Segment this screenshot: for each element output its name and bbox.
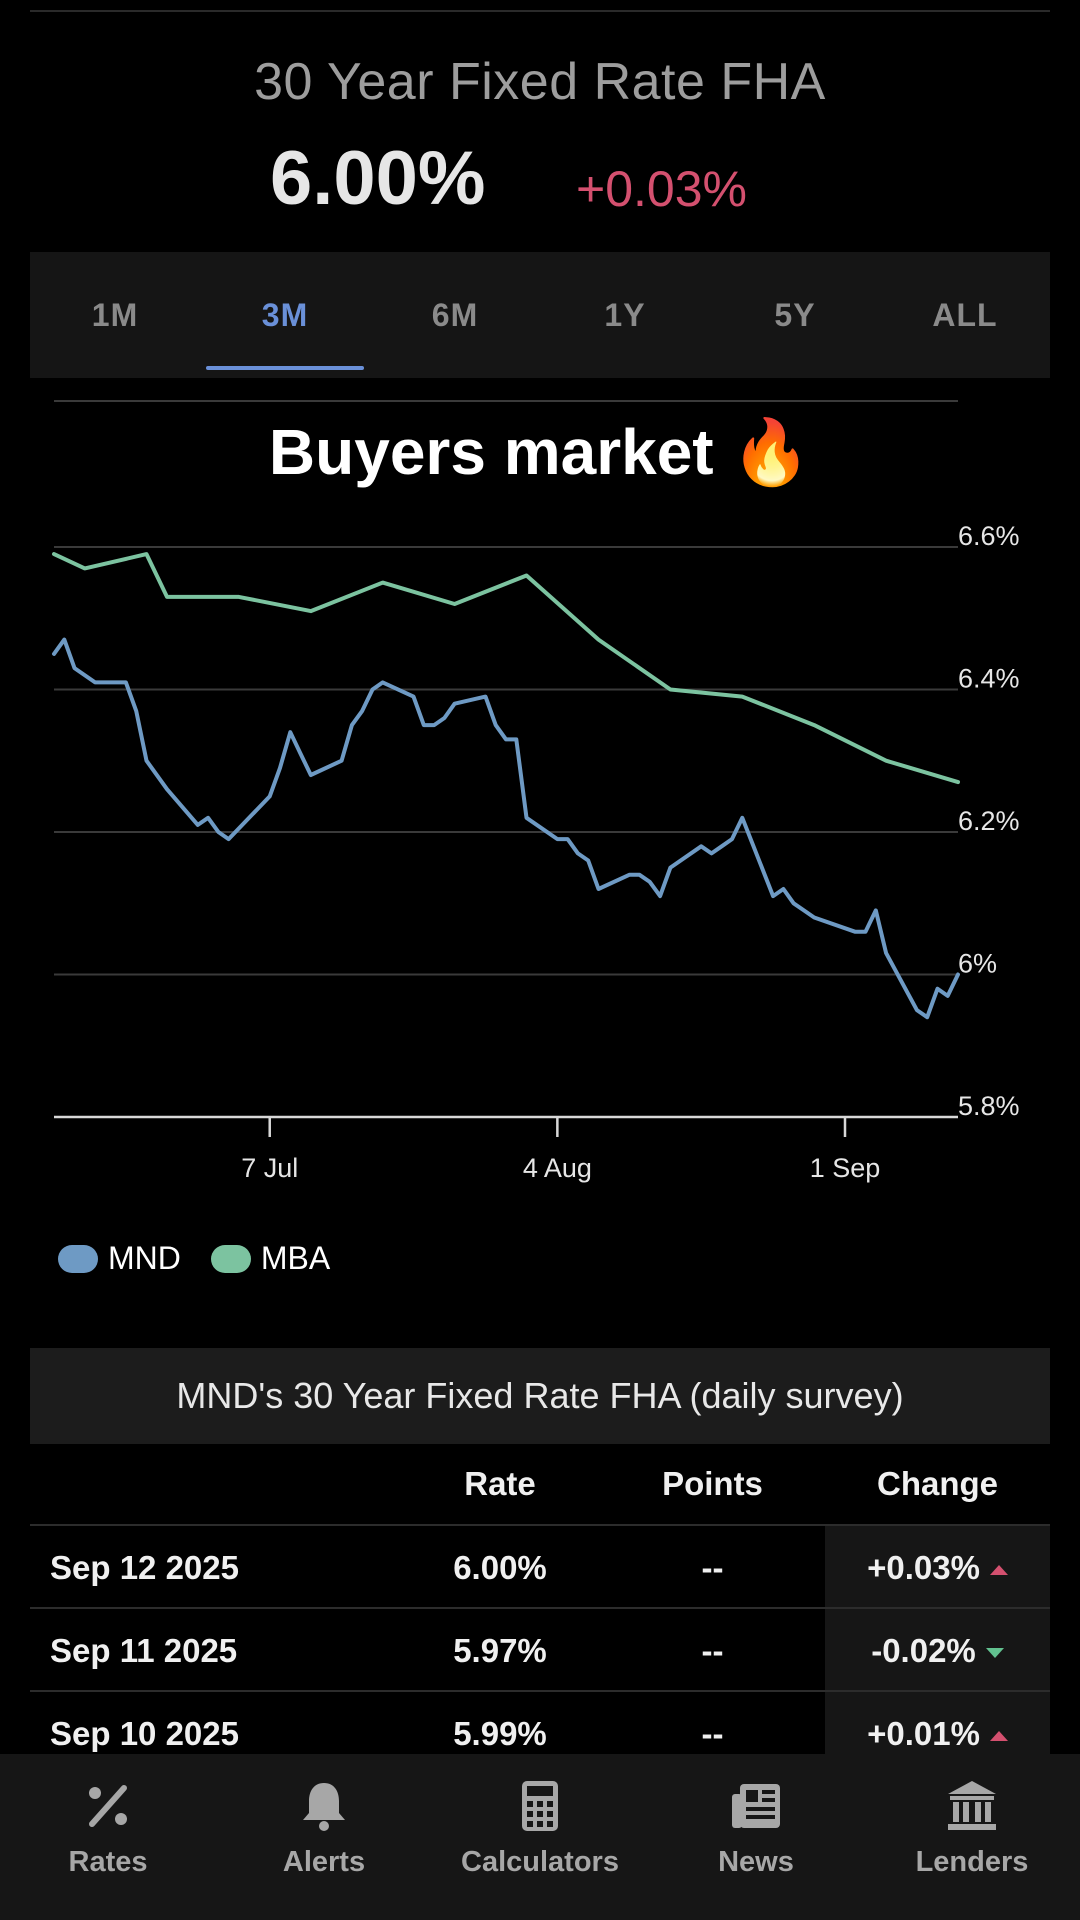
row-change: +0.03% bbox=[825, 1526, 1050, 1607]
range-tab-1y[interactable]: 1Y bbox=[604, 297, 646, 333]
header-change: Change bbox=[876, 1465, 998, 1502]
tab-calculators-label: Calculators bbox=[461, 1846, 619, 1878]
header-points: Points bbox=[662, 1465, 763, 1502]
percent-icon bbox=[89, 1785, 127, 1827]
x-tick-label: 4 Aug bbox=[523, 1153, 592, 1183]
tab-lenders-label: Lenders bbox=[915, 1846, 1029, 1878]
tab-lenders[interactable]: Lenders bbox=[864, 1754, 1080, 1920]
down-arrow-icon bbox=[985, 1648, 1004, 1659]
bank-icon bbox=[948, 1781, 996, 1830]
top-divider bbox=[30, 0, 1050, 12]
legend-label-mnd: MND bbox=[108, 1240, 181, 1276]
current-rate: 6.00% bbox=[270, 136, 486, 221]
tab-news-label: News bbox=[718, 1846, 794, 1878]
chart-legend: MND MBA bbox=[58, 1240, 344, 1277]
legend-label-mba: MBA bbox=[260, 1240, 331, 1276]
row-change: -0.02% bbox=[825, 1609, 1050, 1690]
y-tick-label: 6.2% bbox=[958, 806, 1020, 836]
series-line-mnd bbox=[52, 637, 960, 1020]
y-tick-label: 6.4% bbox=[958, 664, 1020, 694]
up-arrow-icon bbox=[989, 1731, 1008, 1742]
bell-icon bbox=[303, 1783, 345, 1831]
chart-title: Buyers market 🔥 bbox=[268, 416, 812, 488]
newspaper-icon bbox=[732, 1784, 780, 1828]
range-tab-5y[interactable]: 5Y bbox=[774, 297, 816, 333]
y-tick-label: 5.8% bbox=[958, 1091, 1020, 1121]
table-row[interactable]: Sep 12 2025 6.00% -- +0.03% bbox=[30, 1526, 1050, 1609]
tab-rates-label: Rates bbox=[68, 1846, 148, 1878]
tab-alerts[interactable]: Alerts bbox=[216, 1754, 432, 1920]
tab-news[interactable]: News bbox=[648, 1754, 864, 1920]
chart-svg: 6.6% 6.4% 6.2% 6% 5.8% 7 Jul 4 Aug 1 Sep bbox=[52, 400, 1020, 1183]
legend-swatch-mba bbox=[210, 1244, 251, 1273]
header-rate: Rate bbox=[464, 1465, 536, 1502]
calculator-icon bbox=[522, 1781, 558, 1831]
page-title: 30 Year Fixed Rate FHA bbox=[254, 53, 826, 111]
tab-alerts-label: Alerts bbox=[282, 1846, 366, 1878]
rate-change: +0.03% bbox=[576, 161, 747, 217]
table-row[interactable]: Sep 11 2025 5.97% -- -0.02% bbox=[30, 1609, 1050, 1692]
rate-chart: Buyers market 🔥 6.6% 6.4% 6.2% 6% 5.8% 7 Jul 4… bbox=[0, 395, 1080, 1195]
up-arrow-icon bbox=[989, 1565, 1008, 1576]
row-date: Sep 10 2025 bbox=[50, 1715, 239, 1752]
row-rate: 6.00% bbox=[453, 1549, 547, 1586]
legend-item-mba[interactable]: MBA bbox=[210, 1240, 331, 1277]
time-range-selector: 1M 3M 6M 1Y 5Y ALL bbox=[30, 252, 1050, 378]
range-tab-1m[interactable]: 1M bbox=[91, 297, 139, 333]
y-tick-label: 6.6% bbox=[958, 521, 1020, 551]
range-tab-6m[interactable]: 6M bbox=[431, 297, 479, 333]
table-header: Rate Points Change bbox=[30, 1444, 1050, 1526]
row-date: Sep 12 2025 bbox=[50, 1549, 239, 1586]
row-change-value: +0.01% bbox=[867, 1715, 980, 1752]
y-tick-label: 6% bbox=[958, 949, 997, 979]
bottom-tab-bar: Rates Alerts Calculators News bbox=[0, 1754, 1080, 1920]
series-line-mba bbox=[52, 552, 960, 785]
row-rate: 5.99% bbox=[453, 1715, 547, 1752]
legend-item-mnd[interactable]: MND bbox=[58, 1240, 181, 1277]
table-title: MND's 30 Year Fixed Rate FHA (daily surv… bbox=[30, 1348, 1050, 1444]
row-date: Sep 11 2025 bbox=[50, 1632, 238, 1669]
range-tab-all[interactable]: ALL bbox=[932, 297, 998, 333]
row-points: -- bbox=[701, 1632, 724, 1669]
rates-table: Rate Points Change Sep 12 2025 6.00% -- … bbox=[30, 1444, 1050, 1775]
tab-calculators[interactable]: Calculators bbox=[432, 1754, 648, 1920]
x-tick-label: 7 Jul bbox=[241, 1153, 298, 1183]
row-change-value: -0.02% bbox=[871, 1632, 976, 1669]
x-tick-label: 1 Sep bbox=[810, 1153, 881, 1183]
row-change-value: +0.03% bbox=[867, 1549, 980, 1586]
row-points: -- bbox=[701, 1549, 724, 1586]
row-rate: 5.97% bbox=[453, 1632, 547, 1669]
legend-swatch-mnd bbox=[58, 1244, 98, 1273]
tab-rates[interactable]: Rates bbox=[0, 1754, 216, 1920]
row-points: -- bbox=[701, 1715, 724, 1752]
range-tab-3m[interactable]: 3M bbox=[200, 252, 370, 378]
